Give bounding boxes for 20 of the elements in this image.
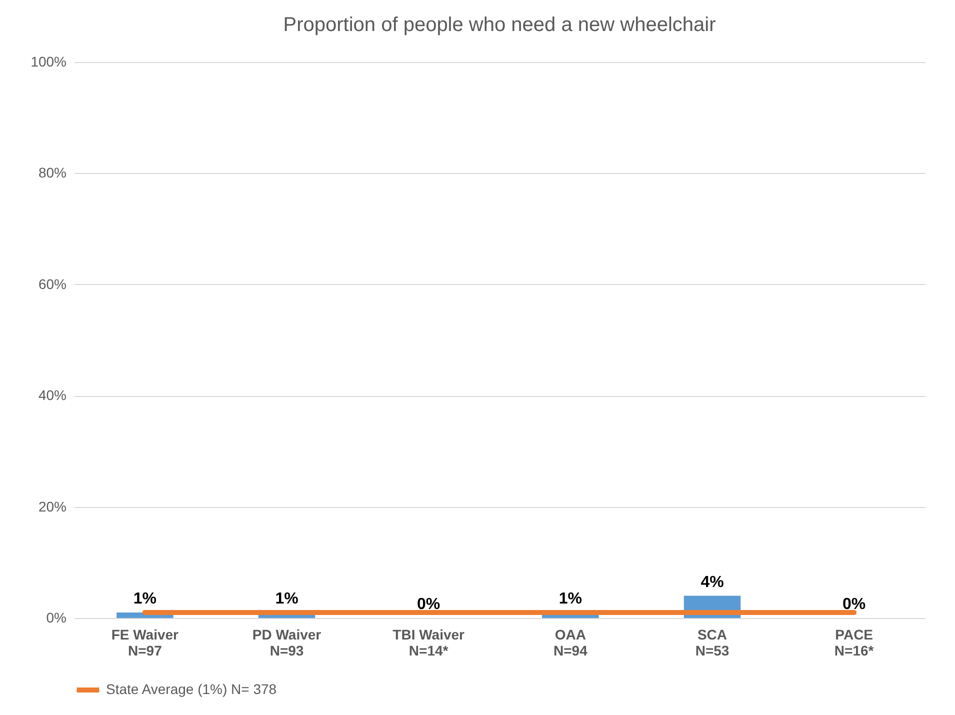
data-label: 1% xyxy=(133,590,156,608)
data-label: 4% xyxy=(700,574,724,591)
x-tick-label: FE Waiver N=97 xyxy=(111,626,180,658)
x-tick-label: TBI Waiver N=14* xyxy=(392,626,466,658)
chart-title: Proportion of people who need a new wheelchair xyxy=(283,14,716,36)
y-tick-label: 0% xyxy=(46,610,66,626)
y-tick-label: 20% xyxy=(38,498,66,514)
x-tick-label: PACE N=16* xyxy=(834,626,874,658)
y-tick-label: 100% xyxy=(30,54,66,70)
x-tick-label: OAA N=94 xyxy=(553,626,588,658)
data-label: 1% xyxy=(275,590,298,608)
x-tick-label: PD Waiver N=93 xyxy=(252,626,322,658)
x-tick-label: SCA N=53 xyxy=(695,626,730,658)
y-tick-label: 40% xyxy=(38,387,66,404)
data-label: 1% xyxy=(558,590,582,608)
data-label: 0% xyxy=(417,596,440,613)
y-tick-label: 80% xyxy=(38,164,66,181)
data-label: 0% xyxy=(842,596,866,613)
legend-label: State Average (1%) N= 378 xyxy=(106,681,277,697)
y-tick-label: 60% xyxy=(38,276,66,292)
